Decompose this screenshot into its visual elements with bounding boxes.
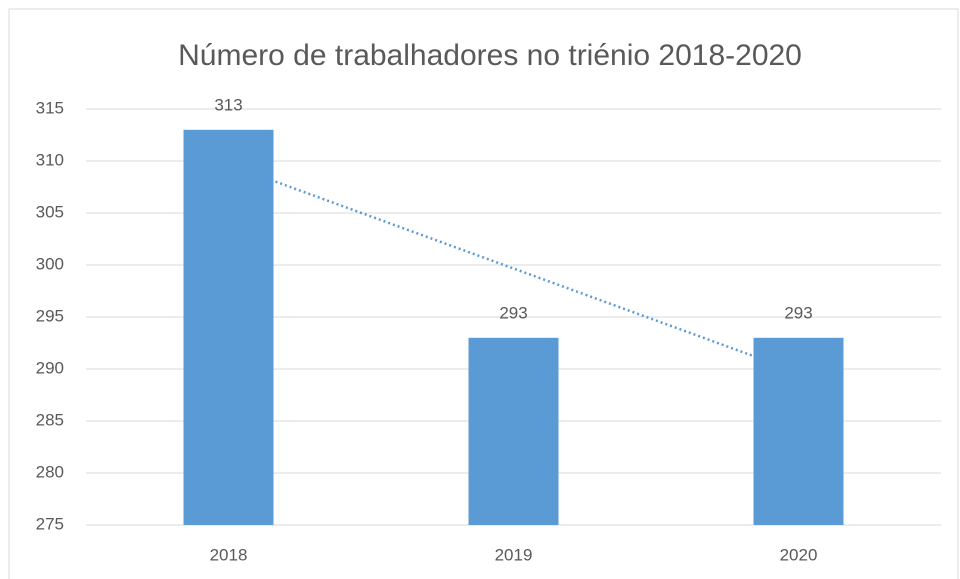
- bar: [183, 129, 274, 526]
- y-tick-label: 295: [36, 306, 64, 325]
- y-tick-label: 280: [36, 462, 64, 481]
- data-label: 293: [784, 303, 812, 322]
- y-tick-label: 315: [36, 98, 64, 117]
- y-tick-label: 275: [36, 514, 64, 533]
- y-tick-label: 290: [36, 358, 64, 377]
- x-tick-label: 2018: [210, 545, 248, 564]
- x-tick-label: 2019: [495, 545, 533, 564]
- data-label: 293: [499, 303, 527, 322]
- bar: [468, 337, 559, 525]
- y-tick-label: 300: [36, 254, 64, 273]
- y-tick-label: 305: [36, 202, 64, 221]
- data-label: 313: [214, 95, 242, 114]
- y-tick-label: 285: [36, 410, 64, 429]
- trendline: [228, 163, 799, 374]
- y-tick-label: 310: [36, 150, 64, 169]
- chart-title: Número de trabalhadores no triénio 2018-…: [178, 39, 802, 72]
- bar: [753, 337, 844, 525]
- x-tick-label: 2020: [780, 545, 818, 564]
